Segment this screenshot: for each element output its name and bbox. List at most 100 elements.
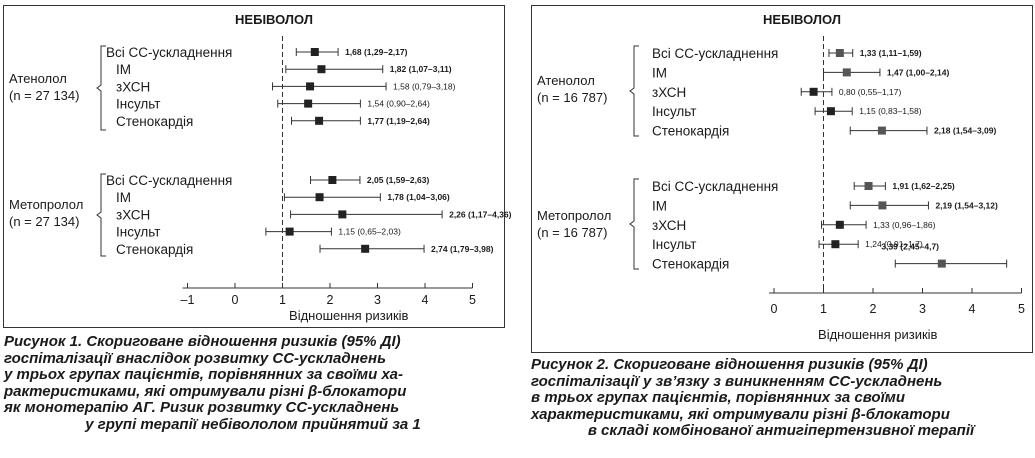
hazard-ratio-label: 1,33 (0,96–1,86)	[873, 220, 936, 230]
caption-line: в трьох групах пацієнтів, порівнянних за…	[531, 389, 906, 406]
caption-line: рактеристиками, які отримували різні β-б…	[4, 382, 407, 400]
x-tick-label: 5	[1018, 302, 1025, 316]
row-label: Стенокардія	[116, 114, 193, 129]
hazard-ratio-point	[317, 65, 326, 74]
forest-plot-2: НЕБІВОЛОЛ 0 1 2 3 4 5 Відношення ризиків Атеноло…	[537, 12, 1025, 342]
group-brace	[629, 45, 639, 137]
group-label: Атенолол	[537, 73, 595, 88]
hazard-ratio-label: 1,15 (0,83–1,58)	[859, 106, 922, 116]
x-tick-label: 3	[919, 302, 926, 316]
row-label: зХСН	[652, 218, 686, 233]
hazard-ratio-label: 1,77 (1,19–2,64)	[367, 116, 430, 126]
row-label: Стенокардія	[116, 242, 193, 257]
hazard-ratio-point	[306, 82, 315, 91]
hazard-ratio-label: 2,05 (1,59–2,63)	[367, 175, 430, 185]
hazard-ratio-label: 1,24 (0,91–1,7)	[865, 239, 923, 249]
x-tick-label: 4	[422, 293, 429, 307]
forest-plot-panel-1: НЕБІВОЛОЛ –1 0 1 2 3 4 5 Відношення ризиків Атено…	[3, 5, 512, 328]
hazard-ratio-label: 1,15 (0,65–2,03)	[338, 227, 401, 237]
x-tick-label: 1	[820, 302, 827, 316]
hazard-ratio-label: 2,74 (1,79–3,98)	[431, 244, 494, 254]
x-tick-label: 0	[232, 293, 239, 307]
hazard-ratio-label: 1,68 (1,29–2,17)	[345, 47, 408, 57]
group-label: Атенолол	[9, 71, 67, 86]
caption-line: госпіталізації у зв’язку з виникненням С…	[531, 372, 943, 390]
group-label: (n = 16 787)	[537, 225, 607, 240]
hazard-ratio-point	[338, 210, 347, 219]
hazard-ratio-point	[826, 107, 835, 116]
hazard-ratio-label: 3,39 (2,45–4,7)	[881, 242, 939, 252]
hazard-ratio-point	[304, 99, 313, 108]
chart-title: НЕБІВОЛОЛ	[235, 12, 313, 27]
forest-plot-panel-2: НЕБІВОЛОЛ 0 1 2 3 4 5 Відношення ризиків Атеноло…	[531, 5, 1033, 353]
hazard-ratio-point	[842, 68, 851, 77]
x-tick-label: 1	[279, 293, 286, 307]
row-label: Всі СС-ускладнення	[106, 45, 232, 60]
caption-line: госпіталізації внаслідок розвитку СС-уск…	[4, 349, 386, 367]
hazard-ratio-point	[315, 193, 324, 202]
hazard-ratio-point	[878, 201, 887, 210]
caption-line: Рисунок 2. Скориговане відношення ризикі…	[531, 356, 928, 373]
hazard-ratio-label: 2,26 (1,17–4,36)	[449, 209, 512, 219]
hazard-ratio-point	[937, 259, 946, 268]
row-label: Стенокардія	[652, 257, 729, 272]
caption-line: в складі комбінованої антигіпертензивної…	[587, 422, 975, 439]
row-label: ІМ	[116, 190, 131, 205]
hazard-ratio-point	[877, 126, 886, 135]
group-label: (n = 27 134)	[9, 214, 79, 229]
hazard-ratio-label: 1,47 (1,00–2,14)	[887, 67, 950, 77]
hazard-ratio-point	[835, 49, 844, 57]
hazard-ratio-point	[831, 240, 840, 249]
hazard-ratio-label: 1,54 (0,90–2,64)	[367, 99, 430, 109]
x-tick-label: 5	[469, 293, 476, 307]
chart-title: НЕБІВОЛОЛ	[763, 12, 841, 27]
caption-line: у групі терапії небівололом прийнятий за…	[85, 415, 421, 433]
caption-line: як монотерапію АГ. Ризик розвитку СС-уск…	[4, 399, 400, 416]
group-brace	[629, 178, 639, 270]
hazard-ratio-point	[809, 87, 818, 96]
row-label: Інсульт	[116, 225, 160, 240]
group-label: Метопролол	[537, 208, 611, 223]
hazard-ratio-point	[835, 220, 844, 229]
figure-caption-2: Рисунок 2. Скориговане відношення ризикі…	[531, 356, 1031, 440]
x-axis-label: Відношення ризиків	[818, 327, 938, 342]
row-label: зХСН	[116, 207, 150, 222]
hazard-ratio-point	[864, 182, 873, 190]
x-tick-label: 2	[327, 293, 334, 307]
forest-plot-1: НЕБІВОЛОЛ –1 0 1 2 3 4 5 Відношення ризиків Атено…	[9, 12, 512, 323]
hazard-ratio-label: 2,19 (1,54–3,12)	[935, 200, 998, 210]
row-label: Всі СС-ускладнення	[106, 173, 232, 188]
figure-caption-1: Рисунок 1. Скориговане відношення ризикі…	[4, 333, 502, 433]
hazard-ratio-point	[285, 227, 294, 236]
hazard-ratio-label: 1,78 (1,04–3,06)	[387, 192, 450, 202]
group-brace	[96, 45, 106, 131]
row-label: зХСН	[116, 79, 150, 94]
hazard-ratio-label: 1,82 (1,07–3,11)	[390, 64, 452, 74]
hazard-ratio-point	[310, 48, 319, 56]
row-label: зХСН	[652, 85, 686, 100]
row-label: Стенокардія	[652, 124, 729, 139]
hazard-ratio-point	[328, 176, 337, 184]
row-label: ІМ	[652, 65, 667, 80]
hazard-ratio-point	[315, 116, 324, 125]
caption-line: у трьох групах пацієнтів, порівнянних за…	[4, 366, 403, 383]
row-label: ІМ	[652, 198, 667, 213]
hazard-ratio-label: 2,18 (1,54–3,09)	[934, 126, 997, 136]
x-tick-label: 4	[969, 302, 976, 316]
x-axis-label: Відношення ризиків	[289, 308, 409, 323]
x-tick-label: 0	[771, 302, 778, 316]
hazard-ratio-point	[361, 244, 370, 253]
row-label: Інсульт	[652, 237, 696, 252]
row-label: Інсульт	[116, 97, 160, 112]
caption-line: характеристиками, які отримували різні β…	[531, 405, 950, 423]
caption-line: Рисунок 1. Скориговане відношення ризикі…	[4, 333, 401, 350]
group-label: Метопролол	[9, 197, 83, 212]
hazard-ratio-label: 0,80 (0,55–1,17)	[839, 87, 902, 97]
hazard-ratio-label: 1,91 (1,62–2,25)	[892, 181, 955, 191]
row-label: Всі СС-ускладнення	[652, 179, 778, 194]
group-brace	[96, 173, 106, 257]
x-tick-label: –1	[181, 293, 195, 307]
hazard-ratio-label: 1,33 (1,11–1,59)	[860, 48, 922, 58]
hazard-ratio-label: 1,58 (0,79–3,18)	[393, 81, 456, 91]
group-label: (n = 16 787)	[537, 90, 607, 105]
